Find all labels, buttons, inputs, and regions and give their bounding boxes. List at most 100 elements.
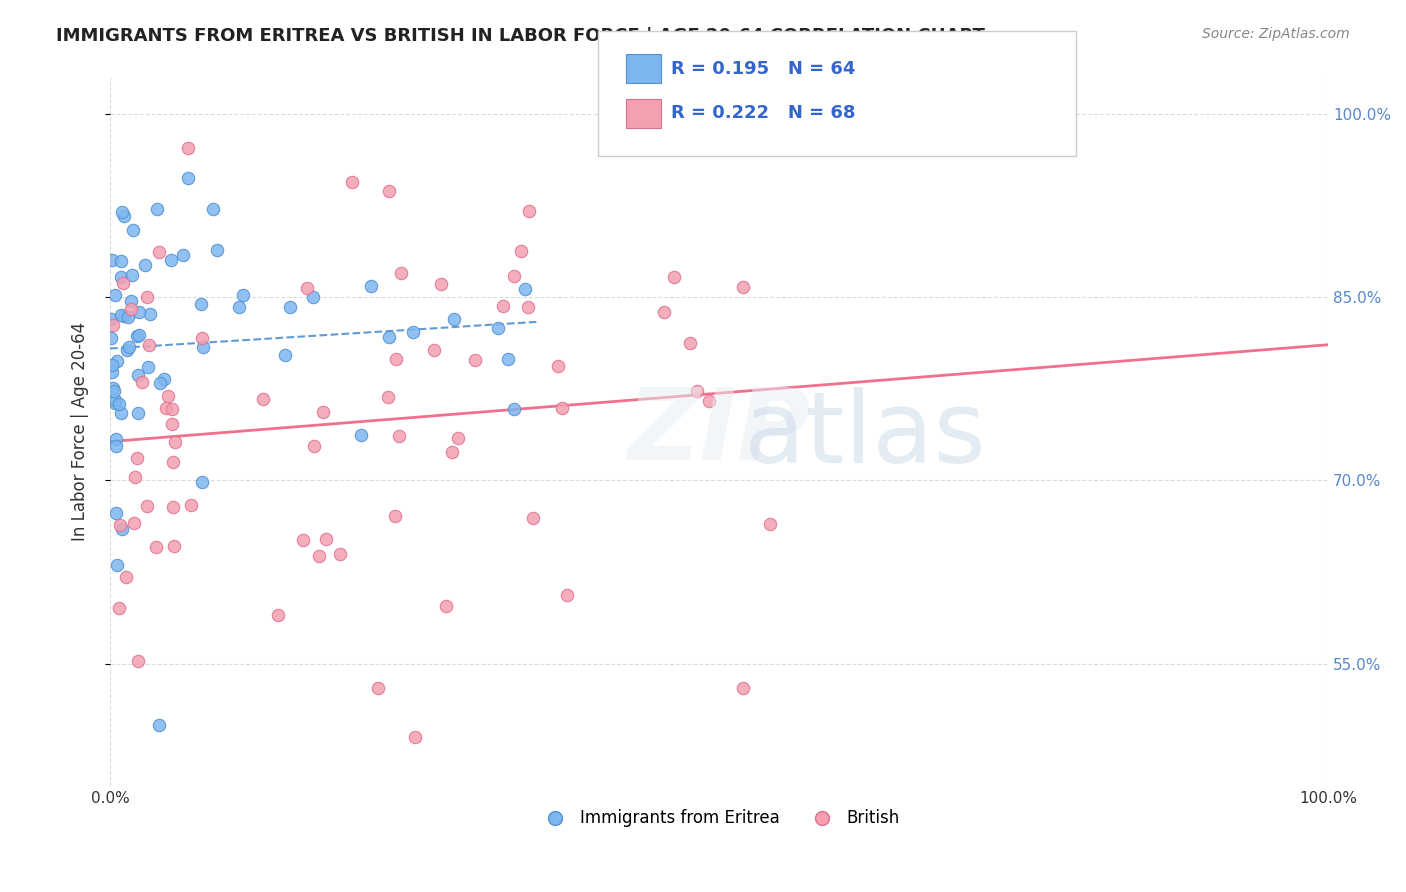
British (685, 384, 707, 399)
British (434, 599, 457, 613)
Immigrants from Eritrea (350, 427, 373, 442)
British (165, 434, 187, 449)
British (160, 402, 183, 417)
British (389, 266, 412, 280)
British (522, 511, 544, 525)
British (295, 281, 318, 295)
Immigrants from Eritrea (101, 358, 124, 372)
Immigrants from Eritrea (112, 209, 135, 223)
Immigrants from Eritrea (176, 170, 198, 185)
British (652, 305, 675, 319)
Immigrants from Eritrea (120, 293, 142, 308)
British (111, 276, 134, 290)
Immigrants from Eritrea (110, 254, 132, 268)
British (384, 509, 406, 524)
Immigrants from Eritrea (111, 204, 134, 219)
British (664, 270, 686, 285)
Immigrants from Eritrea (153, 372, 176, 386)
Immigrants from Eritrea (108, 397, 131, 411)
British (517, 203, 540, 218)
Immigrants from Eritrea (201, 202, 224, 216)
British (138, 338, 160, 352)
Immigrants from Eritrea (105, 439, 128, 453)
British (440, 445, 463, 459)
Immigrants from Eritrea (503, 402, 526, 417)
British (547, 359, 569, 374)
Immigrants from Eritrea (149, 376, 172, 391)
British (342, 175, 364, 189)
British (162, 455, 184, 469)
Immigrants from Eritrea (378, 330, 401, 344)
British (509, 244, 531, 258)
Immigrants from Eritrea (160, 253, 183, 268)
British (491, 299, 513, 313)
British (127, 654, 149, 668)
Text: atlas: atlas (744, 386, 986, 483)
Immigrants from Eritrea (515, 282, 537, 296)
British (162, 500, 184, 515)
British (731, 280, 754, 294)
British (108, 600, 131, 615)
British (157, 388, 180, 402)
British (308, 549, 330, 563)
Immigrants from Eritrea (104, 506, 127, 520)
Immigrants from Eritrea (486, 321, 509, 335)
British (160, 417, 183, 431)
British (378, 184, 401, 198)
British (384, 352, 406, 367)
Y-axis label: In Labor Force | Age 20-64: In Labor Force | Age 20-64 (72, 322, 89, 541)
British (131, 376, 153, 390)
British (176, 141, 198, 155)
British (422, 343, 444, 357)
Immigrants from Eritrea (232, 287, 254, 301)
British (697, 393, 720, 408)
Immigrants from Eritrea (136, 360, 159, 375)
Immigrants from Eritrea (104, 287, 127, 301)
Immigrants from Eritrea (112, 309, 135, 323)
British (464, 353, 486, 368)
Immigrants from Eritrea (110, 270, 132, 285)
Immigrants from Eritrea (104, 393, 127, 408)
British (388, 428, 411, 442)
Immigrants from Eritrea (302, 290, 325, 304)
British (115, 570, 138, 584)
British (155, 401, 177, 415)
Text: Source: ZipAtlas.com: Source: ZipAtlas.com (1202, 27, 1350, 41)
Immigrants from Eritrea (100, 365, 122, 379)
Immigrants from Eritrea (228, 300, 250, 314)
Immigrants from Eritrea (117, 340, 139, 354)
British (136, 499, 159, 513)
British (517, 300, 540, 314)
British (679, 336, 702, 351)
Immigrants from Eritrea (443, 311, 465, 326)
British (733, 681, 755, 695)
Immigrants from Eritrea (172, 248, 194, 262)
Immigrants from Eritrea (193, 340, 215, 354)
Immigrants from Eritrea (104, 396, 127, 410)
Immigrants from Eritrea (103, 381, 125, 395)
Text: R = 0.195   N = 64: R = 0.195 N = 64 (671, 60, 855, 78)
Immigrants from Eritrea (205, 243, 228, 257)
Immigrants from Eritrea (105, 354, 128, 368)
Immigrants from Eritrea (121, 223, 143, 237)
British (759, 517, 782, 532)
Text: ZIP: ZIP (627, 383, 811, 480)
Immigrants from Eritrea (111, 522, 134, 536)
British (145, 540, 167, 554)
British (101, 318, 124, 332)
British (124, 516, 146, 530)
Immigrants from Eritrea (190, 475, 212, 489)
Immigrants from Eritrea (110, 308, 132, 322)
Immigrants from Eritrea (127, 406, 149, 420)
British (329, 547, 352, 561)
British (311, 405, 333, 419)
Immigrants from Eritrea (100, 331, 122, 345)
Immigrants from Eritrea (274, 348, 297, 362)
Immigrants from Eritrea (134, 258, 156, 272)
Immigrants from Eritrea (127, 328, 149, 343)
Immigrants from Eritrea (139, 307, 162, 321)
Immigrants from Eritrea (190, 297, 212, 311)
Immigrants from Eritrea (100, 311, 122, 326)
British (136, 290, 159, 304)
British (377, 391, 399, 405)
